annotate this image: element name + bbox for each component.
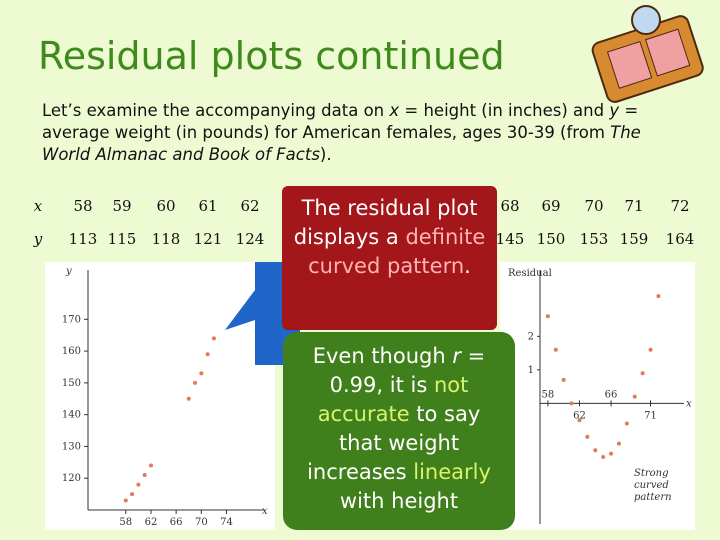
table-cell: 69 <box>541 197 560 215</box>
y-axis-label: Residual <box>508 268 552 279</box>
table-cell: 60 <box>156 197 175 215</box>
row-label: y <box>33 230 43 248</box>
data-point <box>123 498 128 503</box>
text-segment: not <box>433 373 469 397</box>
data-point <box>205 352 210 357</box>
residual-point <box>553 347 558 352</box>
table-cell: 71 <box>624 197 643 215</box>
text-segment: to say that weight increases <box>307 402 481 484</box>
green-callout: Even though r = 0.99, it is not accurate… <box>283 332 515 530</box>
residual-point <box>624 421 629 426</box>
residual-point <box>648 347 653 352</box>
text-segment: linearly <box>413 460 491 484</box>
residual-point <box>616 441 621 446</box>
table-cell: 58 <box>73 197 92 215</box>
x-tick-label: 62 <box>145 517 158 528</box>
table-cell: 159 <box>620 230 649 248</box>
plot-annotation: curved <box>634 480 669 491</box>
x-axis-label: x <box>686 398 692 409</box>
residual-point <box>632 394 637 399</box>
table-cell: 68 <box>500 197 519 215</box>
table-cell: 124 <box>236 230 265 248</box>
y-tick-label: 140 <box>62 410 81 421</box>
residual-point <box>577 418 582 423</box>
scatter-plot-panel <box>45 262 275 530</box>
x-tick-label: 58 <box>119 517 132 528</box>
table-cell: 118 <box>152 230 181 248</box>
x-tick-label: 58 <box>542 389 555 400</box>
y-tick-label: 170 <box>62 314 81 325</box>
table-cell: 164 <box>666 230 695 248</box>
data-point <box>130 492 135 497</box>
text-segment: . <box>464 254 471 278</box>
text-segment: y <box>609 101 620 120</box>
y-axis-label: y <box>65 266 72 277</box>
table-cell: 121 <box>194 230 223 248</box>
data-point <box>142 473 147 478</box>
residual-point <box>656 294 661 299</box>
scale-icon <box>591 5 704 103</box>
table-cell: 113 <box>69 230 98 248</box>
text-segment: definite curved pattern <box>308 225 486 278</box>
plot-annotation: pattern <box>634 492 672 503</box>
blue-callout <box>225 262 300 365</box>
table-cell: 59 <box>112 197 131 215</box>
y-tick-label: 130 <box>62 441 81 452</box>
y-tick-label: 150 <box>62 378 81 389</box>
data-point <box>136 482 141 487</box>
residual-point <box>609 451 614 456</box>
x-tick-label: 70 <box>195 517 208 528</box>
y-tick-label: 2 <box>528 331 534 342</box>
x-tick-label: 71 <box>644 410 657 421</box>
text-segment: r <box>452 344 461 368</box>
data-point <box>148 463 153 468</box>
table-cell: 72 <box>670 197 689 215</box>
data-point <box>211 336 216 341</box>
x-tick-label: 74 <box>220 517 233 528</box>
plot-annotation: Strong <box>634 468 669 479</box>
table-cell: 153 <box>580 230 609 248</box>
residual-point <box>545 314 550 319</box>
data-point <box>199 371 204 376</box>
text-segment: The residual plot displays a <box>293 196 478 249</box>
slide-title: Residual plots continued <box>38 34 505 78</box>
data-point <box>186 396 191 401</box>
red-callout: The residual plot displays a definite cu… <box>282 186 497 330</box>
table-cell: 62 <box>240 197 259 215</box>
table-cell: 150 <box>537 230 566 248</box>
y-tick-label: 1 <box>528 365 534 376</box>
text-segment: = average weight (in pounds) for America… <box>42 101 639 142</box>
x-axis-label: x <box>262 506 268 517</box>
residual-point <box>561 377 566 382</box>
text-segment: x <box>389 101 400 120</box>
text-segment: The World Almanac and Book of Facts <box>42 123 641 164</box>
residual-point <box>593 448 598 453</box>
row-label: x <box>34 197 43 215</box>
table-cell: 70 <box>584 197 603 215</box>
text-segment: Let’s examine the accompanying data on <box>42 101 390 120</box>
residual-point <box>585 434 590 439</box>
residual-point <box>601 454 606 459</box>
text-segment: with height <box>339 489 459 513</box>
y-tick-label: 160 <box>62 346 81 357</box>
data-point <box>193 380 198 385</box>
x-tick-label: 66 <box>605 389 618 400</box>
residual-plot-panel <box>500 262 695 530</box>
text-segment: accurate <box>317 402 410 426</box>
text-segment: = 0.99, it is <box>329 344 486 397</box>
residual-point <box>569 401 574 406</box>
text-segment: ). <box>319 145 332 164</box>
table-cell: 61 <box>198 197 217 215</box>
x-tick-label: 62 <box>573 410 586 421</box>
table-cell: 145 <box>496 230 525 248</box>
y-tick-label: 120 <box>62 473 81 484</box>
intro-text: Let’s examine the accompanying data on x… <box>42 100 672 166</box>
residual-point <box>640 371 645 376</box>
text-segment: = height (in inches) and <box>399 101 610 120</box>
table-cell: 115 <box>108 230 137 248</box>
text-segment: Even though <box>312 344 453 368</box>
x-tick-label: 66 <box>170 517 183 528</box>
